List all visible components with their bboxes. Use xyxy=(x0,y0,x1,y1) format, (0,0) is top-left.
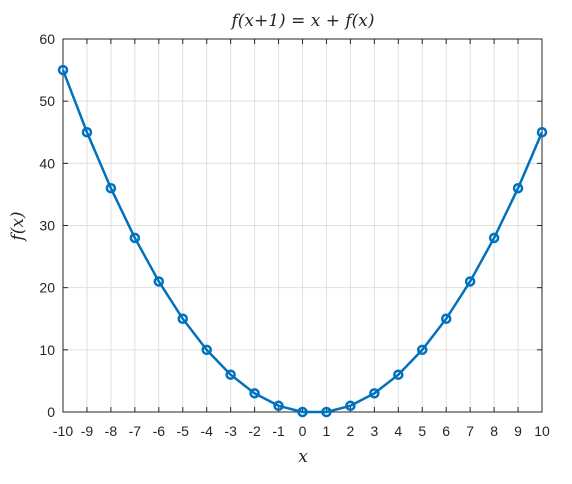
y-tick-label: 60 xyxy=(39,31,55,47)
x-tick-label: 0 xyxy=(299,423,307,439)
x-tick-label: 4 xyxy=(394,423,402,439)
data-point xyxy=(464,276,476,287)
x-tick-label: -5 xyxy=(177,423,190,439)
data-point xyxy=(297,406,308,418)
data-point xyxy=(393,369,404,380)
data-point xyxy=(345,400,356,412)
data-point xyxy=(488,232,500,244)
x-tick-label: -8 xyxy=(105,423,118,439)
x-tick-label: 8 xyxy=(490,423,498,439)
data-point xyxy=(81,127,93,138)
x-tick-label: -1 xyxy=(272,423,285,439)
data-point xyxy=(57,64,69,76)
x-tick-label: -6 xyxy=(153,423,166,439)
x-tick-label: -7 xyxy=(129,423,142,439)
data-point xyxy=(129,232,141,244)
x-tick-label: 10 xyxy=(534,423,550,439)
data-point xyxy=(369,388,380,399)
data-point xyxy=(321,406,332,418)
x-tick-label: -9 xyxy=(81,423,94,439)
x-tick-label: 2 xyxy=(347,423,355,439)
x-tick-label: 7 xyxy=(466,423,474,439)
y-tick-label: 50 xyxy=(39,93,55,109)
x-tick-label: 9 xyxy=(514,423,522,439)
y-tick-label: 0 xyxy=(47,404,55,420)
data-point xyxy=(512,182,524,194)
chart-title: f(x+1) = x + f(x) xyxy=(229,11,374,31)
y-axis-label: f(x) xyxy=(8,211,28,242)
x-tick-label: 6 xyxy=(442,423,450,439)
data-point xyxy=(249,388,260,399)
data-point xyxy=(536,127,548,138)
grid xyxy=(62,38,543,413)
data-point xyxy=(177,313,188,324)
data-point xyxy=(201,344,212,356)
series-line xyxy=(61,69,544,414)
x-tick-label: -4 xyxy=(200,423,213,439)
y-tick-label: 20 xyxy=(39,280,55,296)
x-axis-label: x xyxy=(298,447,308,467)
data-point xyxy=(273,400,284,412)
series-layer xyxy=(57,64,548,418)
x-tick-label: -2 xyxy=(248,423,261,439)
y-tick-label: 40 xyxy=(39,155,55,171)
x-tick-label: 5 xyxy=(418,423,426,439)
data-point xyxy=(105,182,117,194)
x-tick-label: -10 xyxy=(53,423,73,439)
x-tick-label: 1 xyxy=(323,423,331,439)
data-point xyxy=(440,313,452,324)
data-point xyxy=(153,276,165,287)
ticks: -10 -9 -8 -7 -6 -5 -4 -3 -2 -1 0 1 2 3 4 5 6 7 8 9 100102030… xyxy=(39,31,550,439)
x-tick-label: 3 xyxy=(370,423,378,439)
x-tick-label: -3 xyxy=(224,423,237,439)
data-point xyxy=(225,369,236,380)
y-tick-label: 10 xyxy=(39,342,55,358)
y-tick-label: 30 xyxy=(39,218,55,234)
data-point xyxy=(417,344,428,356)
